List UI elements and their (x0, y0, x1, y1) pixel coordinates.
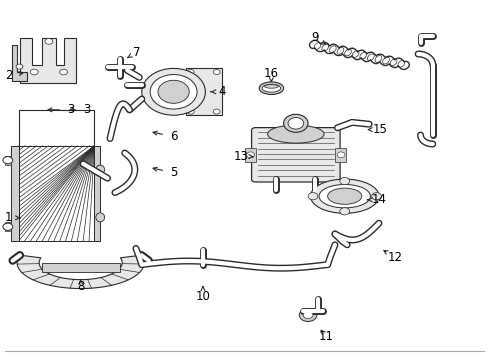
Circle shape (371, 193, 381, 200)
Circle shape (45, 39, 53, 44)
Bar (5, 222, 11, 231)
Circle shape (150, 75, 197, 109)
Circle shape (213, 109, 220, 114)
Circle shape (283, 114, 307, 132)
Circle shape (3, 157, 13, 164)
Circle shape (213, 69, 220, 75)
Bar (19, 146, 94, 241)
Circle shape (3, 223, 13, 230)
Circle shape (187, 69, 194, 75)
Ellipse shape (96, 165, 104, 174)
Bar (41, 263, 120, 272)
Text: 16: 16 (264, 67, 278, 80)
Ellipse shape (96, 213, 104, 222)
Circle shape (158, 80, 189, 103)
Circle shape (337, 152, 345, 158)
Circle shape (303, 311, 312, 319)
Ellipse shape (259, 82, 283, 94)
Text: 7: 7 (133, 46, 141, 59)
Ellipse shape (327, 188, 361, 204)
Text: 12: 12 (387, 251, 402, 264)
Ellipse shape (267, 125, 324, 143)
Bar (11, 146, 19, 241)
Circle shape (339, 208, 349, 215)
Text: 15: 15 (372, 123, 387, 136)
Text: 14: 14 (371, 193, 386, 206)
Circle shape (299, 309, 316, 321)
Text: 6: 6 (169, 130, 177, 143)
Text: 11: 11 (319, 330, 333, 343)
Polygon shape (20, 38, 76, 83)
Text: 10: 10 (195, 291, 210, 303)
Bar (185, 68, 222, 115)
Text: 9: 9 (311, 31, 319, 44)
Bar (19, 146, 94, 241)
Text: 1: 1 (5, 211, 13, 224)
Text: 8: 8 (77, 280, 84, 293)
Ellipse shape (262, 84, 280, 92)
Polygon shape (17, 255, 144, 288)
Text: 2: 2 (5, 69, 13, 82)
Ellipse shape (310, 179, 378, 213)
Text: 5: 5 (169, 166, 177, 179)
Circle shape (60, 69, 67, 75)
Bar (244, 148, 255, 162)
Ellipse shape (318, 184, 370, 208)
Text: 13: 13 (234, 150, 248, 163)
Bar (334, 148, 345, 162)
Bar (94, 146, 100, 241)
Circle shape (187, 109, 194, 114)
Polygon shape (12, 45, 27, 81)
FancyBboxPatch shape (251, 128, 340, 182)
Text: 4: 4 (218, 85, 226, 98)
Circle shape (287, 117, 303, 129)
Text: 3: 3 (67, 103, 75, 116)
Circle shape (16, 64, 23, 69)
Circle shape (30, 69, 38, 75)
Circle shape (307, 193, 317, 200)
Circle shape (339, 177, 349, 185)
Bar (5, 156, 11, 165)
Circle shape (142, 68, 205, 115)
Text: 3: 3 (83, 103, 90, 116)
Circle shape (246, 152, 254, 158)
Ellipse shape (264, 85, 278, 88)
